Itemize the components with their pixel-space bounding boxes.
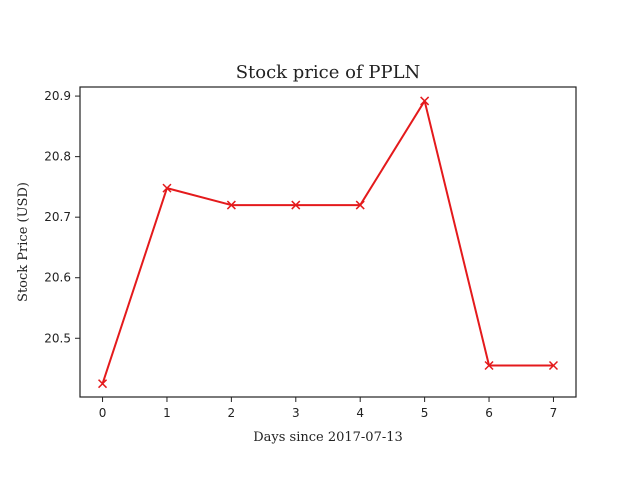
x-tick-label: 2 (228, 406, 236, 420)
y-tick-label: 20.5 (44, 331, 71, 345)
chart-title: Stock price of PPLN (236, 62, 421, 83)
x-tick-label: 1 (163, 406, 171, 420)
data-point (548, 360, 558, 371)
y-tick-label: 20.7 (44, 210, 71, 224)
x-tick-label: 0 (99, 406, 107, 420)
x-tick-label: 5 (421, 406, 429, 420)
x-tick-label: 3 (292, 406, 300, 420)
plot-frame (79, 86, 577, 398)
y-axis-label: Stock Price (USD) (16, 182, 31, 302)
x-tick-label: 4 (356, 406, 364, 420)
y-tick-label: 20.8 (44, 150, 71, 164)
data-point (162, 183, 172, 193)
data-point (420, 96, 430, 106)
y-tick-label: 20.6 (44, 271, 71, 285)
x-axis-label: Days since 2017-07-13 (253, 430, 403, 445)
series-line (101, 99, 554, 384)
data-point (226, 200, 236, 210)
data-point (98, 379, 108, 389)
data-point (355, 200, 365, 210)
y-tick-label: 20.9 (44, 89, 71, 103)
x-tick-label: 7 (550, 406, 558, 420)
x-axis: 0 1 2 3 4 5 6 7 (99, 397, 558, 420)
data-point (484, 360, 494, 371)
series-layer (98, 96, 558, 389)
data-point (291, 200, 301, 210)
y-axis: 20.5 20.6 20.7 20.8 20.9 (44, 89, 80, 345)
x-tick-label: 6 (485, 406, 493, 420)
